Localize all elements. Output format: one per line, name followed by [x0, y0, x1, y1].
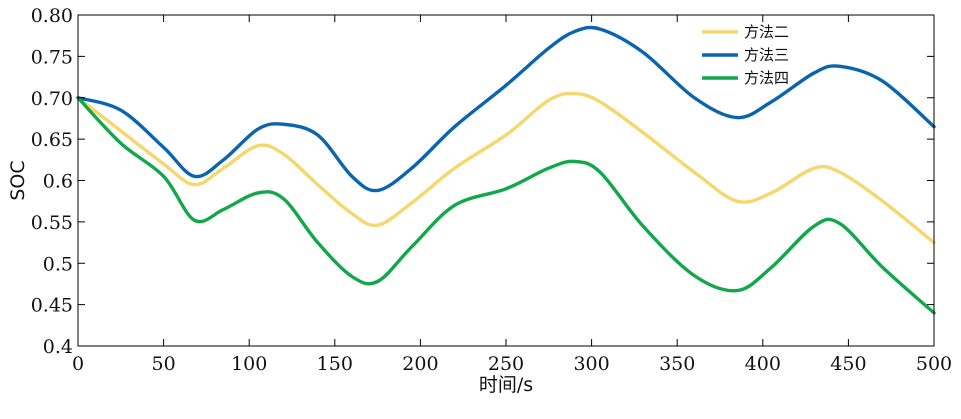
x-tick-label: 100	[231, 353, 267, 375]
x-tick-label: 350	[659, 353, 695, 375]
legend-label-3: 方法四	[744, 69, 789, 87]
y-tick-label: 0.65	[31, 129, 73, 151]
y-tick-label: 0.45	[31, 295, 73, 317]
tick-labels: 0 50 100 150 200 250 300 350 400 450 500 0.4 0.45 0.5…	[31, 5, 952, 375]
y-tick-label: 0.55	[31, 212, 73, 234]
legend-label-2: 方法三	[744, 46, 789, 64]
y-tick-label: 0.4	[43, 336, 73, 358]
y-tick-label: 0.5	[43, 253, 73, 275]
series-line-3	[76, 96, 936, 315]
y-tick-label: 0.6	[43, 171, 73, 193]
y-tick-label: 0.80	[31, 5, 73, 27]
axis-ticks	[77, 14, 935, 347]
x-tick-label: 200	[402, 353, 438, 375]
x-tick-label: 450	[830, 353, 866, 375]
y-tick-label: 0.75	[31, 46, 73, 68]
y-tick-label: 0.70	[31, 88, 73, 110]
y-axis-title: SOC	[7, 160, 29, 200]
x-tick-label: 150	[317, 353, 353, 375]
x-tick-label: 400	[745, 353, 781, 375]
x-tick-label: 250	[488, 353, 524, 375]
x-axis-title: 时间/s	[479, 374, 533, 396]
legend-label-1: 方法二	[744, 23, 789, 41]
x-tick-label: 300	[573, 353, 609, 375]
series-line-1	[76, 91, 936, 245]
x-tick-label: 500	[916, 353, 952, 375]
x-tick-label: 0	[72, 353, 84, 375]
series-layer	[76, 25, 936, 315]
series-line-2	[76, 25, 936, 193]
x-tick-label: 50	[152, 353, 176, 375]
